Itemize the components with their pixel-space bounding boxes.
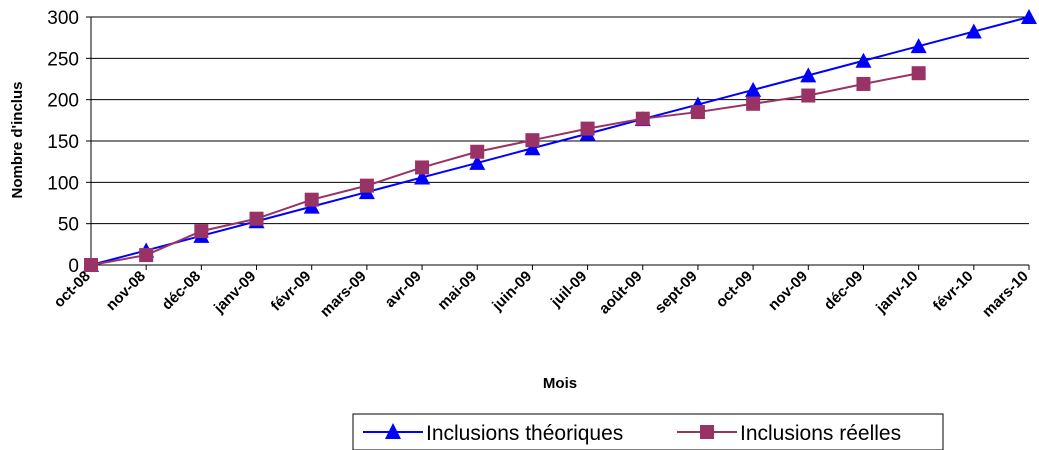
y-tick-label: 0	[68, 256, 79, 277]
data-point-square	[525, 133, 540, 148]
data-point-square	[139, 248, 154, 263]
y-tick-label: 300	[47, 8, 79, 29]
y-tick-label: 150	[47, 132, 79, 153]
legend-marker-triangle	[385, 423, 401, 439]
x-tick-label: nov-09	[765, 268, 811, 314]
data-point-square	[415, 160, 430, 175]
data-point-square	[359, 178, 374, 193]
data-point-triangle	[910, 38, 927, 54]
x-tick-label: oct-09	[713, 268, 756, 311]
x-tick-label: déc-08	[159, 268, 205, 314]
x-axis-title: Mois	[543, 375, 577, 392]
data-point-square	[249, 211, 264, 226]
x-tick-label: avr-09	[382, 268, 425, 311]
data-point-square	[911, 66, 926, 81]
data-point-triangle	[745, 81, 762, 97]
data-point-square	[580, 121, 595, 136]
data-point-triangle	[1021, 9, 1037, 24]
y-tick-label: 250	[47, 49, 79, 70]
data-point-square	[690, 105, 705, 120]
y-tick-label: 100	[47, 173, 79, 194]
x-axis-ticks: oct-08 nov-08 déc-08 janv-09 févr-09 mars-09 a…	[51, 265, 1032, 321]
data-point-square	[194, 224, 209, 239]
series-line-0	[90, 16, 1030, 266]
series-line-1	[90, 72, 919, 266]
legend: Inclusions théoriques Inclusions réelles	[352, 413, 944, 450]
y-axis-title: Nombre d'inclus	[9, 82, 26, 199]
x-tick-label: nov-08	[103, 268, 149, 314]
legend-box	[352, 413, 944, 450]
x-tick-label: janv-10	[872, 268, 921, 317]
data-point-triangle	[855, 52, 872, 68]
x-tick-label: mars-09	[317, 268, 370, 321]
data-point-square	[801, 88, 816, 103]
data-point-square	[470, 144, 485, 159]
data-point-square	[84, 258, 98, 272]
y-tick-label: 50	[58, 215, 79, 236]
data-point-triangle	[800, 67, 817, 83]
legend-label-reelles: Inclusions réelles	[740, 422, 901, 445]
y-tick-label: 200	[47, 91, 79, 112]
x-tick-label: juil-09	[547, 268, 590, 311]
gridlines	[91, 16, 1029, 225]
x-tick-label: août-09	[596, 268, 646, 318]
data-point-triangle	[414, 169, 431, 185]
x-tick-label: sept-09	[652, 268, 701, 317]
x-tick-label: mai-09	[434, 268, 480, 314]
data-point-square	[746, 96, 761, 111]
legend-marker-square	[700, 425, 714, 439]
x-tick-label: mars-10	[979, 268, 1032, 321]
x-tick-label: févr-10	[930, 268, 977, 315]
data-point-triangle	[524, 140, 541, 156]
y-axis-ticks: 0 50 100 150 200 250 300	[47, 8, 91, 277]
data-point-square	[856, 76, 871, 91]
data-point-square	[635, 111, 650, 126]
x-tick-label: déc-09	[821, 268, 867, 314]
x-tick-label: janv-09	[210, 268, 259, 317]
series-group	[83, 9, 1037, 272]
x-tick-label: juin-09	[488, 268, 535, 315]
legend-label-theoriques: Inclusions théoriques	[426, 422, 623, 445]
data-point-square	[304, 192, 319, 207]
data-point-triangle	[469, 154, 486, 170]
x-tick-label: févr-09	[268, 268, 315, 315]
data-point-triangle	[965, 23, 982, 39]
